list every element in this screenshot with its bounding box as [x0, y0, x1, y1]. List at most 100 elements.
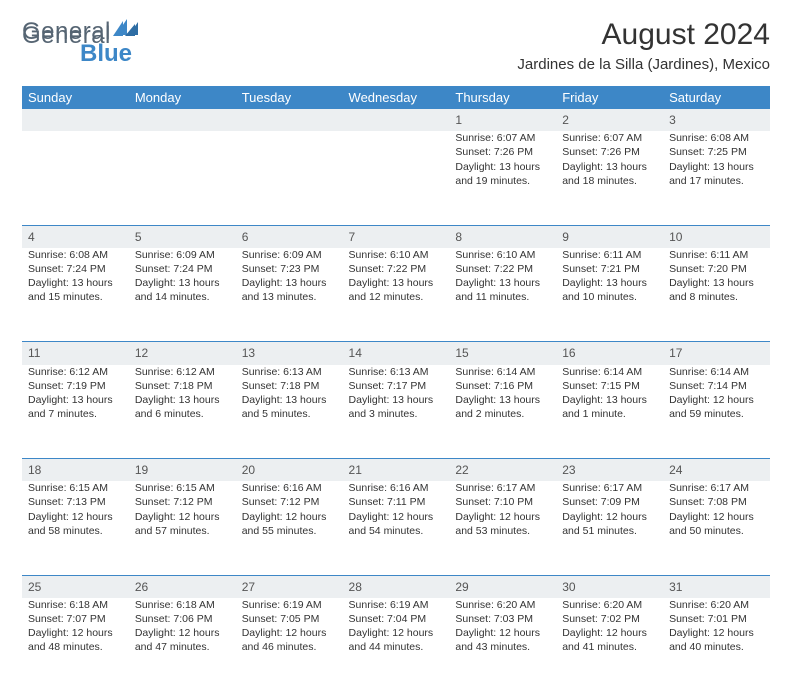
weekday-header: Tuesday	[236, 86, 343, 109]
sunset-line: Sunset: 7:11 PM	[349, 495, 444, 509]
sunrise-line: Sunrise: 6:11 AM	[562, 248, 657, 262]
day-cell: Sunrise: 6:11 AMSunset: 7:21 PMDaylight:…	[556, 248, 663, 342]
daylight-line-1: Daylight: 13 hours	[135, 276, 230, 290]
sunset-line: Sunset: 7:15 PM	[562, 379, 657, 393]
weekday-header: Wednesday	[343, 86, 450, 109]
week-row: Sunrise: 6:15 AMSunset: 7:13 PMDaylight:…	[22, 481, 770, 575]
sunrise-line: Sunrise: 6:08 AM	[669, 131, 764, 145]
daylight-line-1: Daylight: 12 hours	[135, 626, 230, 640]
daylight-line-1: Daylight: 13 hours	[562, 160, 657, 174]
day-number: 26	[129, 575, 236, 598]
sunset-line: Sunset: 7:06 PM	[135, 612, 230, 626]
day-cell: Sunrise: 6:13 AMSunset: 7:18 PMDaylight:…	[236, 365, 343, 459]
day-number: 14	[343, 342, 450, 365]
daylight-line-2: and 17 minutes.	[669, 174, 764, 188]
sunset-line: Sunset: 7:13 PM	[28, 495, 123, 509]
page-title: August 2024	[517, 18, 770, 52]
calendar-table: Sunday Monday Tuesday Wednesday Thursday…	[22, 86, 770, 692]
sunset-line: Sunset: 7:18 PM	[135, 379, 230, 393]
day-number: 19	[129, 459, 236, 482]
weekday-header: Friday	[556, 86, 663, 109]
sunset-line: Sunset: 7:12 PM	[135, 495, 230, 509]
daylight-line-2: and 15 minutes.	[28, 290, 123, 304]
daylight-line-2: and 2 minutes.	[455, 407, 550, 421]
daylight-line-1: Daylight: 12 hours	[455, 626, 550, 640]
daylight-line-2: and 41 minutes.	[562, 640, 657, 654]
day-cell: Sunrise: 6:09 AMSunset: 7:23 PMDaylight:…	[236, 248, 343, 342]
daylight-line-2: and 46 minutes.	[242, 640, 337, 654]
sunrise-line: Sunrise: 6:14 AM	[669, 365, 764, 379]
daylight-line-2: and 40 minutes.	[669, 640, 764, 654]
sunrise-line: Sunrise: 6:19 AM	[349, 598, 444, 612]
day-number: 1	[449, 109, 556, 131]
day-number	[22, 109, 129, 131]
sunrise-line: Sunrise: 6:16 AM	[242, 481, 337, 495]
daylight-line-2: and 19 minutes.	[455, 174, 550, 188]
daylight-line-2: and 1 minute.	[562, 407, 657, 421]
daylight-line-2: and 7 minutes.	[28, 407, 123, 421]
sunrise-line: Sunrise: 6:15 AM	[135, 481, 230, 495]
sunrise-line: Sunrise: 6:12 AM	[135, 365, 230, 379]
week-row: Sunrise: 6:18 AMSunset: 7:07 PMDaylight:…	[22, 598, 770, 692]
sunset-line: Sunset: 7:21 PM	[562, 262, 657, 276]
day-cell: Sunrise: 6:20 AMSunset: 7:01 PMDaylight:…	[663, 598, 770, 692]
sunset-line: Sunset: 7:01 PM	[669, 612, 764, 626]
page-subtitle: Jardines de la Silla (Jardines), Mexico	[517, 56, 770, 73]
daylight-line-1: Daylight: 13 hours	[455, 276, 550, 290]
daylight-line-1: Daylight: 12 hours	[455, 510, 550, 524]
day-cell: Sunrise: 6:13 AMSunset: 7:17 PMDaylight:…	[343, 365, 450, 459]
daylight-line-2: and 51 minutes.	[562, 524, 657, 538]
day-cell: Sunrise: 6:20 AMSunset: 7:02 PMDaylight:…	[556, 598, 663, 692]
daynum-row: 25262728293031	[22, 575, 770, 598]
day-number: 22	[449, 459, 556, 482]
day-cell: Sunrise: 6:14 AMSunset: 7:15 PMDaylight:…	[556, 365, 663, 459]
day-number: 17	[663, 342, 770, 365]
daylight-line-1: Daylight: 13 hours	[455, 160, 550, 174]
sunrise-line: Sunrise: 6:20 AM	[455, 598, 550, 612]
day-cell: Sunrise: 6:12 AMSunset: 7:19 PMDaylight:…	[22, 365, 129, 459]
day-cell	[236, 131, 343, 225]
sunset-line: Sunset: 7:19 PM	[28, 379, 123, 393]
day-cell: Sunrise: 6:18 AMSunset: 7:07 PMDaylight:…	[22, 598, 129, 692]
daylight-line-2: and 57 minutes.	[135, 524, 230, 538]
sunrise-line: Sunrise: 6:17 AM	[562, 481, 657, 495]
daylight-line-2: and 43 minutes.	[455, 640, 550, 654]
sunset-line: Sunset: 7:24 PM	[135, 262, 230, 276]
day-cell: Sunrise: 6:14 AMSunset: 7:16 PMDaylight:…	[449, 365, 556, 459]
day-number: 20	[236, 459, 343, 482]
sunrise-line: Sunrise: 6:10 AM	[455, 248, 550, 262]
daylight-line-1: Daylight: 13 hours	[242, 276, 337, 290]
daylight-line-1: Daylight: 13 hours	[669, 160, 764, 174]
daylight-line-2: and 12 minutes.	[349, 290, 444, 304]
daylight-line-1: Daylight: 13 hours	[28, 393, 123, 407]
daylight-line-1: Daylight: 13 hours	[349, 276, 444, 290]
day-number: 5	[129, 225, 236, 248]
day-cell: Sunrise: 6:16 AMSunset: 7:12 PMDaylight:…	[236, 481, 343, 575]
daylight-line-1: Daylight: 12 hours	[669, 626, 764, 640]
sunset-line: Sunset: 7:26 PM	[562, 145, 657, 159]
daylight-line-1: Daylight: 12 hours	[28, 626, 123, 640]
day-cell: Sunrise: 6:07 AMSunset: 7:26 PMDaylight:…	[449, 131, 556, 225]
daylight-line-1: Daylight: 12 hours	[135, 510, 230, 524]
day-number: 12	[129, 342, 236, 365]
sunset-line: Sunset: 7:17 PM	[349, 379, 444, 393]
day-cell: Sunrise: 6:12 AMSunset: 7:18 PMDaylight:…	[129, 365, 236, 459]
day-cell: Sunrise: 6:10 AMSunset: 7:22 PMDaylight:…	[343, 248, 450, 342]
day-cell: Sunrise: 6:11 AMSunset: 7:20 PMDaylight:…	[663, 248, 770, 342]
sunset-line: Sunset: 7:04 PM	[349, 612, 444, 626]
sunset-line: Sunset: 7:14 PM	[669, 379, 764, 393]
sunrise-line: Sunrise: 6:16 AM	[349, 481, 444, 495]
day-number: 16	[556, 342, 663, 365]
sunset-line: Sunset: 7:25 PM	[669, 145, 764, 159]
day-number: 31	[663, 575, 770, 598]
sunrise-line: Sunrise: 6:15 AM	[28, 481, 123, 495]
sunrise-line: Sunrise: 6:11 AM	[669, 248, 764, 262]
daylight-line-1: Daylight: 12 hours	[28, 510, 123, 524]
daylight-line-2: and 58 minutes.	[28, 524, 123, 538]
sunset-line: Sunset: 7:09 PM	[562, 495, 657, 509]
sunrise-line: Sunrise: 6:20 AM	[669, 598, 764, 612]
daylight-line-2: and 54 minutes.	[349, 524, 444, 538]
daylight-line-1: Daylight: 13 hours	[669, 276, 764, 290]
sunrise-line: Sunrise: 6:09 AM	[135, 248, 230, 262]
day-number: 15	[449, 342, 556, 365]
